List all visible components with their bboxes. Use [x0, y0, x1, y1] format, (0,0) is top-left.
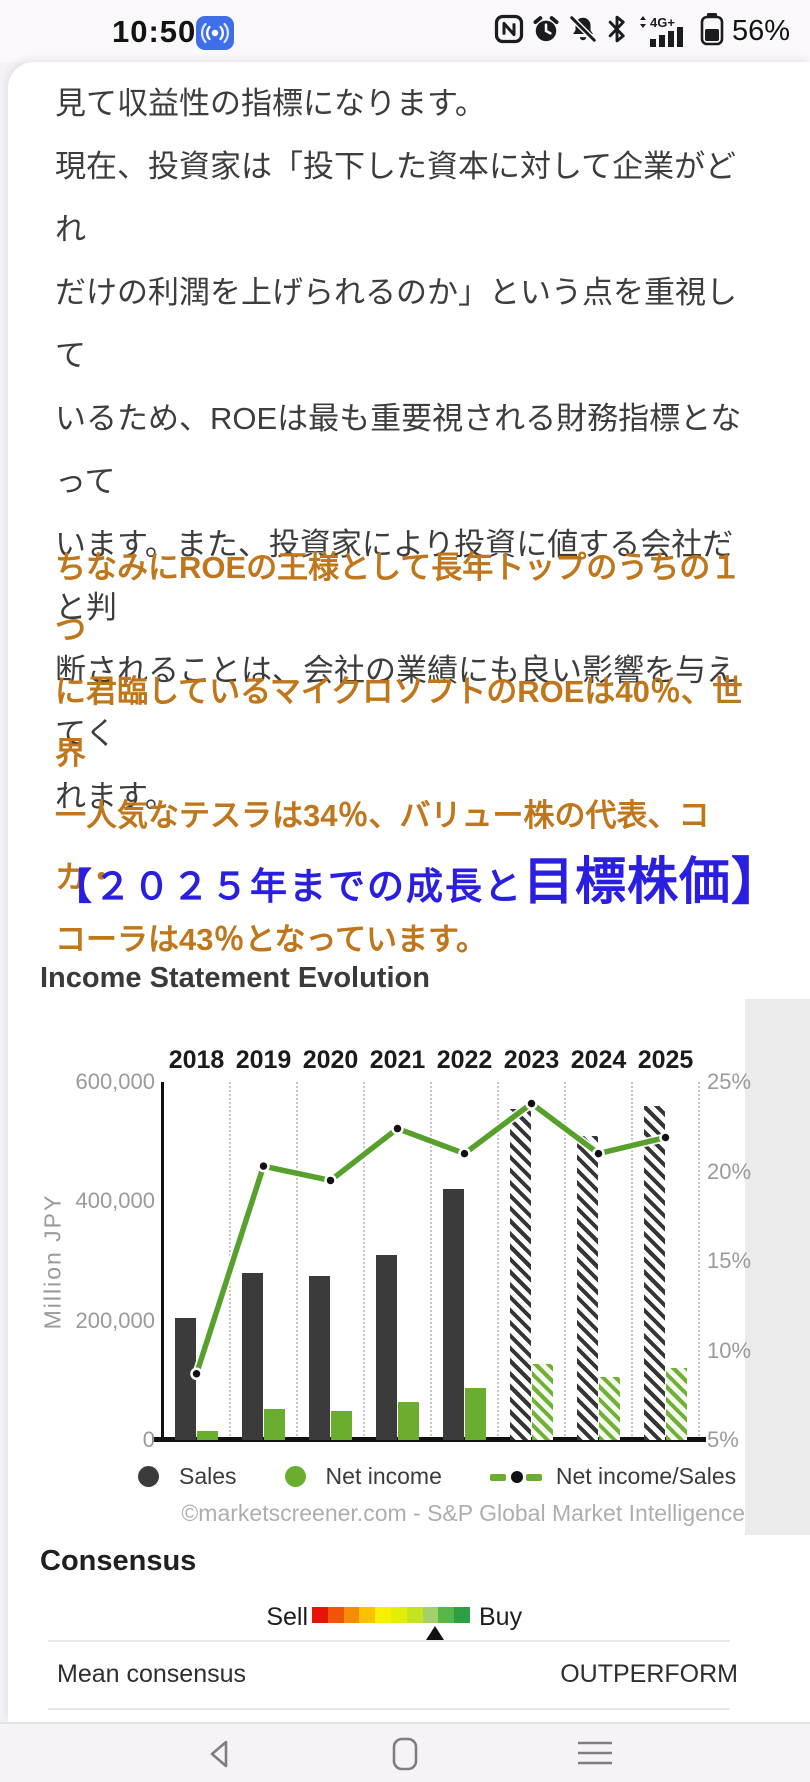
broadcast-badge-icon	[196, 16, 234, 50]
buy-label: Buy	[479, 1603, 523, 1631]
home-square-icon	[392, 1737, 418, 1771]
sell-label: Sell	[266, 1603, 308, 1631]
status-icons: 4G+ 56%	[494, 12, 790, 51]
heading-prefix: 【２０２５年までの成長と	[55, 866, 523, 907]
consensus-gauge	[312, 1607, 470, 1623]
nav-back-button[interactable]	[197, 1734, 241, 1774]
legend-sales-label: Sales	[179, 1463, 237, 1489]
legend-ratio-label: Net income/Sales	[555, 1463, 737, 1489]
bluetooth-icon	[605, 14, 629, 49]
chart-title: Income Statement Evolution	[40, 962, 430, 994]
divider	[48, 1640, 730, 1642]
status-bar: 10:50	[0, 0, 810, 62]
nav-menu-button[interactable]	[573, 1734, 617, 1774]
bell-muted-icon	[568, 14, 598, 49]
mean-consensus-value: OUTPERFORM	[560, 1660, 738, 1688]
menu-lines-icon	[578, 1741, 612, 1765]
android-nav-bar	[0, 1722, 810, 1782]
alarm-icon	[531, 14, 561, 49]
chart-legend: Sales Net income Net income/Sales	[138, 1463, 758, 1490]
chart-right-gutter	[745, 999, 810, 1535]
nav-home-button[interactable]	[383, 1734, 427, 1774]
content-card	[8, 62, 810, 1722]
legend-ratio-line-icon	[489, 1470, 542, 1483]
nfc-icon	[494, 14, 524, 49]
legend-sales-dot-icon	[138, 1466, 159, 1487]
svg-text:4G+: 4G+	[650, 15, 675, 30]
mean-consensus-label: Mean consensus	[57, 1660, 247, 1688]
heading-emphasis: 目標株価】	[523, 853, 784, 910]
consensus-marker-icon	[426, 1626, 445, 1640]
legend-netincome-label: Net income	[325, 1463, 442, 1489]
back-triangle-icon	[210, 1740, 228, 1768]
status-time: 10:50	[112, 14, 197, 49]
chart-attribution: ©marketscreener.com - S&P Global Market …	[181, 1500, 745, 1526]
signal-4g-icon: 4G+	[636, 15, 692, 47]
consensus-title: Consensus	[40, 1545, 197, 1577]
battery-percent: 56%	[731, 14, 790, 47]
legend-netincome-dot-icon	[284, 1466, 306, 1487]
article-highlight-paragraph: ちなみにROEの王様として長年トップのうちの１つ に君臨しているマイクロソフトの…	[55, 550, 743, 957]
divider	[48, 1708, 730, 1710]
article-paragraph: 見て収益性の指標になります。 現在、投資家は「投下した資本に対して企業がどれ だ…	[55, 86, 742, 814]
section-heading: 【２０２５年までの成長と目標株価】	[55, 840, 782, 914]
battery-icon	[699, 12, 725, 51]
